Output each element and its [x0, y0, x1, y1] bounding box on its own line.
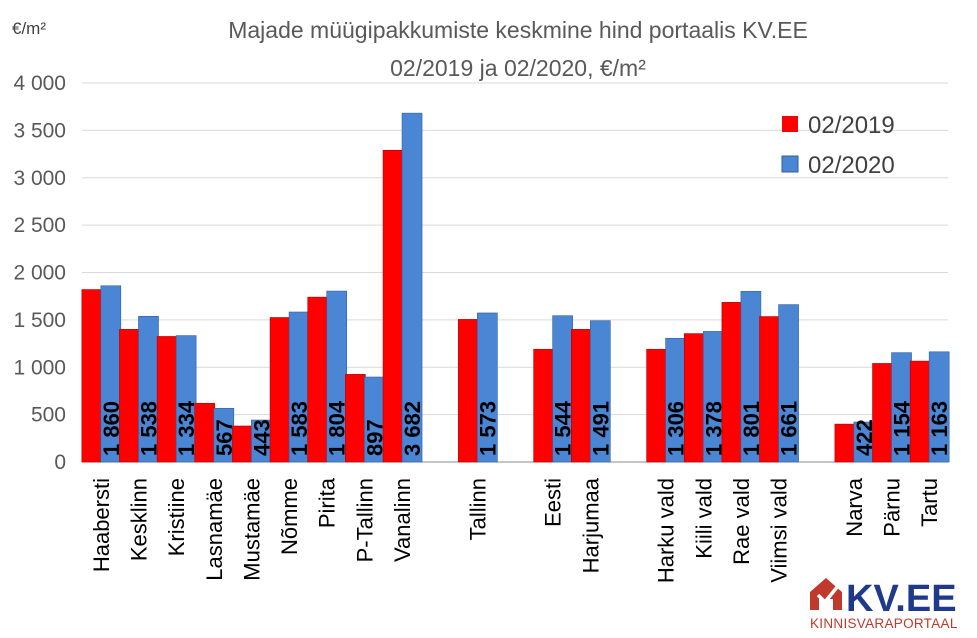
x-tick-label: Tallinn	[465, 478, 490, 540]
logo-wordmark: KV.EE	[846, 578, 957, 620]
data-label: 897	[362, 419, 387, 456]
data-label: 1 804	[325, 400, 350, 456]
y-tick-label: 4 000	[13, 72, 66, 95]
data-label: 1 378	[701, 401, 726, 456]
data-label: 1 573	[475, 401, 500, 456]
x-tick-label: Narva	[842, 477, 867, 536]
legend-label-2019: 02/2019	[808, 112, 895, 139]
y-tick-label: 3 000	[13, 167, 66, 190]
data-label: 1 583	[287, 401, 312, 456]
data-label: 1 306	[664, 401, 689, 456]
bars	[81, 112, 950, 463]
house-icon	[810, 578, 842, 610]
y-tick-label: 2 000	[13, 262, 66, 285]
x-tick-label: Tartu	[917, 478, 942, 527]
data-label: 1 163	[927, 401, 952, 456]
bar-02-2020	[590, 320, 611, 463]
legend-swatch-2019	[782, 116, 798, 132]
data-label: 1 538	[136, 401, 161, 456]
y-axis-ticks: 0 500 1 000 1 500 2 000 2 500 3 000 3 500 4 000	[13, 72, 66, 474]
y-tick-label: 3 500	[13, 119, 66, 142]
x-axis-ticks: Haabersti Kesklinn Kristiine Lasnamäe Mustam…	[89, 477, 942, 583]
x-tick-label: Kristiine	[164, 478, 189, 556]
x-tick-label: Kiili vald	[691, 478, 716, 559]
y-tick-label: 0	[54, 451, 66, 474]
y-axis-unit: €/m²	[12, 19, 46, 38]
logo-subtitle: KINNISVARAPORTAAL	[810, 616, 958, 631]
y-tick-label: 1 500	[13, 309, 66, 332]
x-tick-label: Harku vald	[654, 478, 679, 583]
x-tick-label: Eesti	[541, 478, 566, 527]
chart-title-line1: Majade müügipakkumiste keskmine hind por…	[228, 17, 808, 43]
legend-label-2020: 02/2020	[808, 152, 895, 179]
data-label: 3 682	[400, 401, 425, 456]
bar-02-2020	[175, 335, 197, 463]
bar-02-2020	[477, 312, 498, 463]
y-tick-label: 1 000	[13, 356, 66, 379]
x-tick-label: Pärnu	[880, 478, 905, 537]
data-label: 1 801	[739, 401, 764, 456]
x-tick-label: P-Tallinn	[352, 478, 377, 562]
legend-swatch-2020	[781, 155, 799, 173]
bar-02-2020	[401, 112, 423, 463]
data-label: 1 154	[890, 400, 915, 456]
kv-ee-logo: KV.EE KINNISVARAPORTAAL	[810, 578, 958, 631]
chart-title-line2: 02/2019 ja 02/2020, €/m²	[390, 55, 646, 81]
data-label: 1 661	[777, 401, 802, 456]
x-tick-label: Haabersti	[89, 478, 114, 572]
x-tick-label: Harjumaa	[578, 477, 603, 573]
data-label: 1 544	[551, 400, 576, 456]
data-label: 567	[212, 419, 237, 456]
x-tick-label: Rae vald	[729, 478, 754, 565]
legend: 02/2019 02/2020	[781, 112, 895, 179]
x-tick-label: Viimsi vald	[767, 478, 792, 583]
bar-02-2020	[778, 304, 799, 463]
data-labels: 1 860 1 538 1 334 567 443 1 583 1 804 897 3 682 1…	[99, 400, 952, 456]
x-tick-label: Mustamäe	[239, 478, 264, 581]
x-tick-label: Pirita	[315, 477, 340, 528]
bar-02-2020	[928, 351, 950, 463]
x-tick-label: Kesklinn	[126, 478, 151, 561]
x-tick-label: Lasnamäe	[202, 478, 227, 581]
x-tick-label: Nõmme	[277, 478, 302, 555]
data-label: 1 334	[174, 400, 199, 456]
y-tick-label: 2 500	[13, 214, 66, 237]
data-label: 1 491	[588, 401, 613, 456]
y-tick-label: 500	[31, 404, 66, 427]
data-label: 1 860	[99, 401, 124, 456]
data-label: 422	[852, 419, 877, 456]
data-label: 443	[249, 419, 274, 456]
x-tick-label: Vanalinn	[390, 478, 415, 562]
